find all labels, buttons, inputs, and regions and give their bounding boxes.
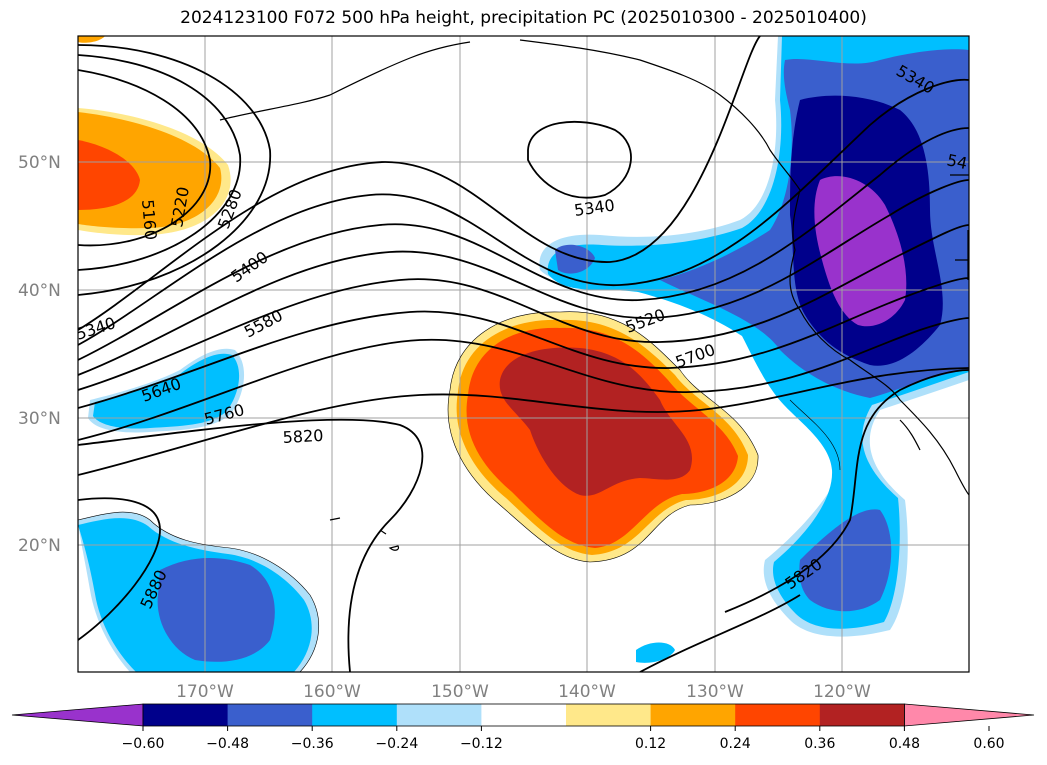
plot-area: 5160 5220 5280 5340 5400 5580 5640 5760 … [78,36,969,672]
plot-frame [77,35,970,673]
colorbar-tick-label: −0.24 [375,736,418,752]
contour-label: 5820 [282,426,324,447]
longitude-labels: 170°W 160°W 150°W 140°W 130°W 120°W [176,682,871,702]
colorbar-segment [735,704,821,726]
colorbar-extend-high [904,703,1035,727]
colorbar-segment [396,704,482,726]
lon-label: 130°W [686,682,744,702]
precip-anomaly-sw-negative [78,348,675,672]
precip-anomaly-nw-positive [78,36,231,236]
colorbar-segment [481,704,567,726]
precip-anomaly-east-negative [539,36,969,637]
lat-label: 20°N [18,536,61,556]
map-title: 2024123100 F072 500 hPa height, precipit… [180,8,867,28]
colorbar-segment [566,704,652,726]
colorbar-tick-label: 0.60 [973,736,1004,752]
colorbar-tick-label: 0.12 [635,736,666,752]
contour-label: 54 [945,150,969,173]
precip-anomaly-central-positive [448,311,759,562]
lat-label: 40°N [18,281,61,301]
colorbar-segment [819,704,905,726]
colorbar-segment [650,704,736,726]
lon-label: 170°W [176,682,234,702]
graticule [78,36,969,672]
lon-label: 160°W [303,682,361,702]
colorbar-tick-label: −0.36 [291,736,334,752]
colorbar-tick-label: 0.24 [720,736,751,752]
colorbar-frame [142,703,905,727]
colorbar-tick-label: −0.48 [206,736,249,752]
colorbar-extend-low [11,703,144,727]
colorbar-tick-label: −0.60 [122,736,165,752]
lat-label: 50°N [18,153,61,173]
latitude-labels: 50°N 40°N 30°N 20°N [18,153,61,556]
contour-label: 5160 [138,199,160,241]
colorbar-segment [227,704,313,726]
colorbar-tick-label: 0.36 [804,736,835,752]
colorbar-tick-label: 0.48 [889,736,920,752]
colorbar-tick-label: −0.12 [460,736,503,752]
lat-label: 30°N [18,409,61,429]
lon-label: 120°W [813,682,871,702]
lon-label: 150°W [431,682,489,702]
height-contours [78,36,969,672]
lon-label: 140°W [558,682,616,702]
anomaly-outlines [78,311,841,672]
colorbar: −0.60 −0.48 −0.36 −0.24 −0.12 0.12 0.24 0.36 0.4… [11,703,1035,752]
colorbar-segment [312,704,398,726]
colorbar-segment [143,704,229,726]
